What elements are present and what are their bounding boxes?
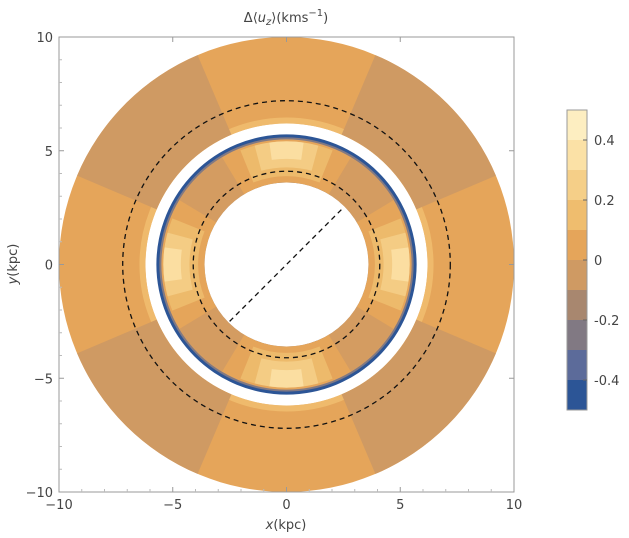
plot-area xyxy=(59,37,514,492)
y-tick-label: −10 xyxy=(26,486,53,501)
outer-wedge-3 xyxy=(77,319,232,474)
colorbar-swatch-1 xyxy=(567,110,587,141)
colorbar-swatch-10 xyxy=(567,380,587,411)
outer-wedges xyxy=(77,55,496,474)
x-axis-unit: (kpc) xyxy=(273,518,306,533)
x-tick-label: 5 xyxy=(396,498,404,513)
x-tick-label: 10 xyxy=(506,498,523,513)
inner-fringe-top-3 xyxy=(269,141,304,160)
inner-corner-4 xyxy=(328,306,394,372)
x-axis-label: x(kpc) xyxy=(265,518,307,533)
y-tick-label: 10 xyxy=(36,31,53,46)
outer-wedge-2 xyxy=(77,55,232,210)
inner-annulus xyxy=(156,134,417,395)
colorbar-tick-label: 0.2 xyxy=(594,194,615,209)
y-axis-label: y(kpc) xyxy=(6,244,21,286)
colorbar-swatch-2 xyxy=(567,140,587,171)
x-tick-label: 0 xyxy=(282,498,290,513)
colorbar-swatch-4 xyxy=(567,200,587,231)
colorbar-swatch-5 xyxy=(567,230,587,261)
colorbar-tick-label: 0.4 xyxy=(594,134,615,149)
colorbar-swatch-9 xyxy=(567,350,587,381)
colorbar-swatch-8 xyxy=(567,320,587,351)
x-axis-var: x xyxy=(265,518,274,533)
dashed-circle-2 xyxy=(122,100,451,429)
title-close: ⟩(kms xyxy=(271,11,308,26)
title-end: ) xyxy=(323,11,328,26)
outer-wedge-1 xyxy=(341,55,496,210)
y-tick-label: 0 xyxy=(45,259,53,274)
y-axis: −10 −5 0 5 10 xyxy=(26,31,514,501)
title-sub: z xyxy=(265,17,272,28)
inner-corner-1 xyxy=(328,157,394,223)
inner-corner-3 xyxy=(179,306,245,372)
title-delta: Δ⟨ xyxy=(244,11,258,26)
colorbar-tick-label: 0 xyxy=(594,254,602,269)
y-tick-label: −5 xyxy=(34,372,53,387)
colorbar-swatch-3 xyxy=(567,170,587,201)
inner-corner-2 xyxy=(179,157,245,223)
y-tick-label: 5 xyxy=(45,145,53,160)
inner-fringe-right-3 xyxy=(391,247,410,282)
colorbar: 0.4 0.2 0 -0.2 -0.4 xyxy=(566,109,619,411)
x-axis: −10 −5 0 5 10 xyxy=(45,37,522,513)
reference-overlays xyxy=(122,100,451,429)
colorbar-swatch-6 xyxy=(567,260,587,291)
outer-wedge-4 xyxy=(341,319,496,474)
inner-fringe-bottom-3 xyxy=(269,369,304,388)
x-tick-label: −10 xyxy=(45,498,72,513)
title-sup: −1 xyxy=(308,8,323,19)
colorbar-tick-label: -0.2 xyxy=(594,314,619,329)
colorbar-tick-label: -0.4 xyxy=(594,374,619,389)
inner-fringe-left-3 xyxy=(163,247,182,282)
inner-hole xyxy=(204,182,369,347)
outer-inner-edge-fringe xyxy=(139,117,434,412)
colorbar-swatch-7 xyxy=(567,290,587,321)
title-u: u xyxy=(258,11,266,26)
dashed-circle-1 xyxy=(192,170,381,359)
y-axis-unit: (kpc) xyxy=(6,244,21,277)
chart-title: Δ⟨uz⟩(kms−1) xyxy=(244,8,328,28)
y-axis-var: y xyxy=(6,276,21,285)
x-tick-label: −5 xyxy=(163,498,182,513)
